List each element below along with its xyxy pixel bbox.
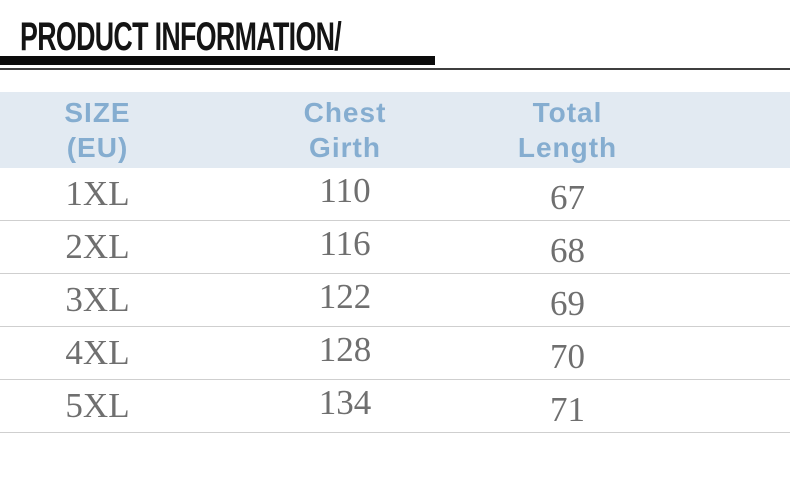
chest-girth-value: 116 (319, 224, 371, 263)
chest-girth-value: 122 (318, 277, 372, 316)
size-value: 3XL (65, 280, 130, 319)
total-length-value: 71 (550, 390, 585, 429)
page-title: PRODUCT INFORMATION/ (20, 15, 342, 59)
table-row: 1XL 110 67 (0, 168, 790, 221)
table-row: 3XL 122 69 (0, 274, 790, 327)
total-length-value: 70 (550, 337, 585, 376)
size-value: 5XL (65, 386, 130, 425)
size-value: 2XL (65, 227, 130, 266)
size-value: 4XL (65, 333, 130, 372)
table-row: 5XL 134 71 (0, 380, 790, 433)
header-length-line2: Length (517, 132, 618, 163)
header-cell-chest-girth: Chest Girth (195, 95, 495, 165)
table-row: 2XL 116 68 (0, 221, 790, 274)
total-length-value: 67 (550, 178, 585, 217)
title-underline-bar (0, 56, 435, 65)
chest-girth-value: 128 (318, 330, 372, 369)
header-cell-total-length: Total Length (495, 95, 640, 165)
chest-girth-value: 134 (318, 383, 372, 422)
header-chest-line1: Chest (303, 97, 387, 128)
table-row: 4XL 128 70 (0, 327, 790, 380)
total-length-value: 68 (550, 231, 585, 270)
table-header-row: SIZE (EU) Chest Girth Total Length (0, 92, 790, 168)
size-value: 1XL (65, 174, 130, 213)
header-chest-line2: Girth (309, 132, 381, 163)
size-chart-table: SIZE (EU) Chest Girth Total Length 1XL 1… (0, 92, 790, 433)
header-cell-size: SIZE (EU) (0, 95, 195, 165)
header-size-line2: (EU) (66, 132, 129, 163)
header-length-line1: Total (532, 97, 603, 128)
total-length-value: 69 (550, 284, 585, 323)
chest-girth-value: 110 (319, 171, 371, 210)
header-size-line1: SIZE (64, 97, 131, 128)
title-divider-line (0, 68, 790, 70)
